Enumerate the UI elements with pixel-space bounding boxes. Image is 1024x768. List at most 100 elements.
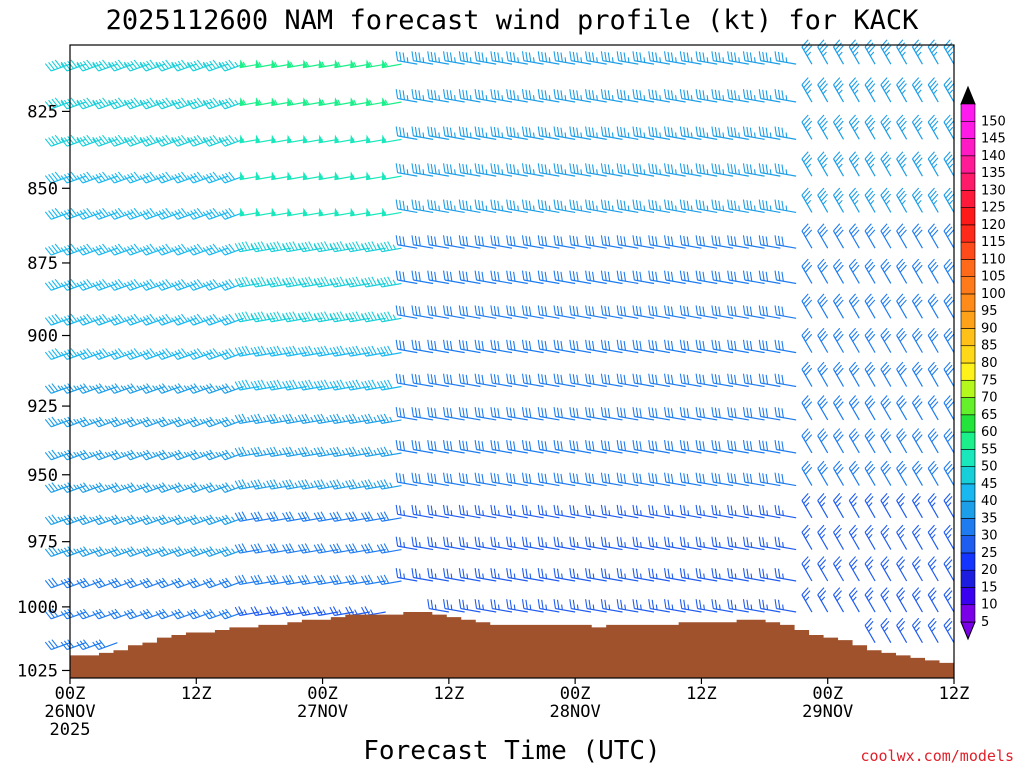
wind-barb: [218, 278, 244, 291]
colorbar-label: 110: [981, 252, 1006, 267]
wind-barb: [758, 270, 781, 285]
wind-barb: [266, 606, 292, 617]
colorbar-label: 85: [981, 339, 998, 354]
wind-barb: [774, 407, 797, 421]
wind-barb: [911, 77, 923, 103]
wind-barb: [711, 199, 734, 214]
wind-barb: [313, 606, 339, 617]
wind-barb: [864, 524, 876, 550]
wind-barb: [943, 524, 955, 550]
wind-barb: [664, 126, 686, 140]
y-tick-label: 975: [27, 533, 58, 553]
wind-barb: [758, 89, 781, 103]
wind-barb: [506, 51, 528, 65]
wind-barb: [411, 536, 434, 551]
wind-barb: [600, 126, 623, 140]
wind-barb: [490, 51, 513, 65]
wind-barb: [864, 258, 876, 284]
wind-barb: [569, 235, 592, 249]
colorbar-label: 65: [981, 408, 998, 423]
wind-barb: [234, 276, 260, 288]
wind-barb: [108, 171, 134, 184]
wind-barb: [896, 460, 908, 486]
wind-barb: [848, 293, 860, 319]
wind-barb: [395, 536, 418, 551]
wind-barb: [817, 395, 829, 421]
wind-barb: [490, 339, 513, 354]
plot-area: [44, 39, 955, 679]
wind-barb: [474, 126, 497, 140]
wind-barb: [297, 413, 323, 425]
wind-barb: [506, 472, 528, 487]
x-axis-title: Forecast Time (UTC): [363, 736, 660, 766]
colorbar-label: 5: [981, 615, 989, 630]
wind-barb: [521, 199, 544, 214]
wind-barb: [234, 379, 260, 391]
wind-barb: [297, 543, 323, 554]
wind-barb: [376, 511, 402, 522]
wind-barb: [832, 187, 845, 213]
wind-barb: [350, 59, 371, 69]
y-tick-label: 850: [27, 179, 58, 199]
wind-barb: [742, 126, 765, 140]
wind-barb: [313, 276, 339, 288]
wind-barb: [695, 373, 718, 388]
colorbar-label: 55: [981, 442, 998, 457]
wind-barb: [679, 305, 702, 319]
wind-barb: [695, 270, 718, 285]
wind-barb: [537, 440, 560, 454]
wind-barb: [758, 235, 781, 249]
wind-barb: [864, 492, 876, 519]
wind-barb: [123, 134, 150, 147]
wind-barb: [727, 270, 749, 285]
wind-barb: [758, 199, 781, 214]
wind-barb: [742, 536, 765, 551]
wind-barb: [537, 163, 560, 177]
wind-barb: [123, 608, 150, 620]
wind-barb: [411, 199, 434, 214]
wind-barb: [648, 472, 670, 487]
wind-barb: [801, 587, 813, 613]
colorbar-label: 45: [981, 477, 998, 492]
wind-barb: [490, 305, 513, 319]
x-tick-label: 00Z: [560, 684, 591, 704]
wind-barb: [361, 311, 386, 323]
wind-barb: [585, 440, 607, 454]
wind-barb: [329, 479, 355, 490]
wind-barb: [727, 51, 749, 65]
wind-barb: [537, 339, 560, 354]
wind-barb: [282, 511, 307, 522]
wind-barb: [801, 293, 813, 319]
wind-barb: [297, 479, 323, 490]
credit-text: coolwx.com/models: [860, 747, 1014, 765]
wind-barb: [329, 311, 355, 323]
wind-barb: [911, 556, 923, 582]
wind-barb: [832, 556, 845, 582]
wind-barb: [155, 134, 181, 147]
wind-barb: [600, 235, 623, 249]
wind-barb: [329, 543, 355, 554]
wind-barb: [537, 51, 560, 65]
wind-barb: [801, 556, 813, 582]
wind-barb: [250, 511, 276, 522]
wind-barb: [458, 568, 481, 582]
wind-barb: [395, 89, 418, 103]
wind-barb: [506, 163, 528, 177]
wind-barb: [695, 407, 718, 421]
wind-barb: [648, 339, 670, 354]
wind-barb: [896, 77, 908, 103]
wind-barb: [911, 524, 923, 550]
wind-barb: [537, 305, 560, 319]
colorbar-label: 70: [981, 391, 998, 406]
wind-barb: [943, 617, 955, 643]
wind-barb: [490, 568, 513, 582]
wind-barb: [345, 345, 371, 357]
wind-barb: [896, 587, 908, 613]
y-tick-label: 825: [27, 102, 58, 122]
colorbar-cell: [960, 224, 976, 243]
wind-barb: [297, 379, 323, 391]
wind-barb: [569, 126, 592, 140]
colorbar-cell: [960, 569, 976, 588]
wind-barb: [266, 479, 292, 490]
